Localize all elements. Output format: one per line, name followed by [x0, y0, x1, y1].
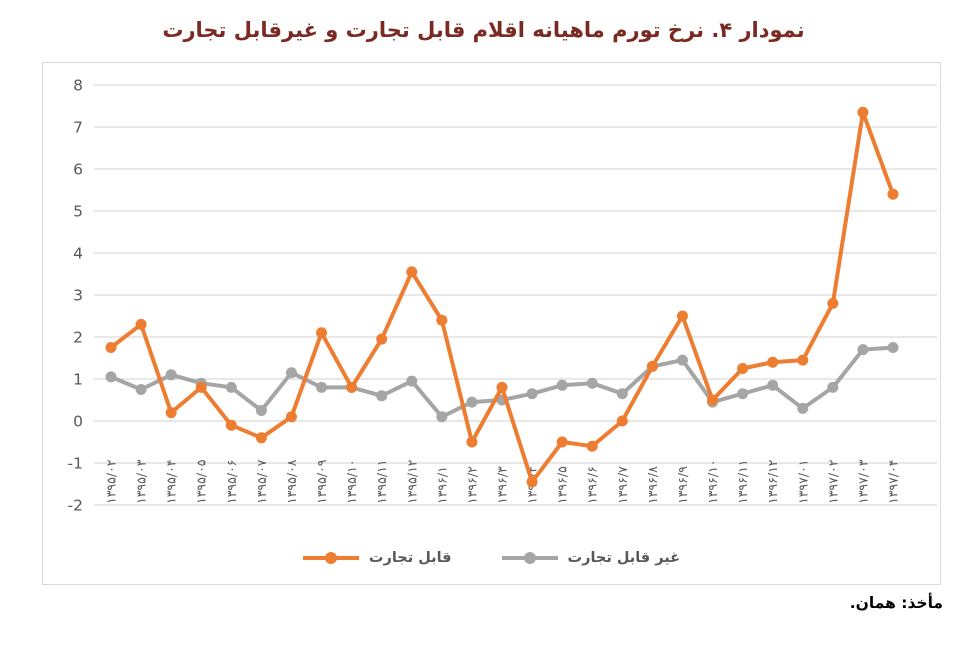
x-tick-label: ۱۳۹۵/۰۷ [254, 459, 269, 504]
x-tick-label: ۱۳۹۵/۰۳ [134, 459, 149, 504]
x-tick-label: ۱۳۹۵/۱۰ [344, 460, 359, 505]
y-tick-label: -1 [68, 455, 83, 473]
legend-marker-nontradable [501, 552, 558, 565]
x-tick-label: ۱۳۹۶/۷ [615, 466, 630, 504]
x-tick-label: ۱۳۹۵/۰۵ [194, 459, 209, 504]
series-point-tradable [135, 318, 147, 330]
y-tick-label: 6 [73, 161, 83, 179]
series-point-nontradable [737, 388, 749, 400]
x-tick-label: ۱۳۹۶/۳ [495, 466, 510, 504]
x-tick-label: ۱۳۹۵/۰۸ [284, 459, 299, 504]
legend-label-tradable: قابل تجارت [368, 550, 452, 566]
y-tick-label: 8 [73, 77, 83, 95]
chart-container: 8 7 6 5 4 3 2 1 0 -1 -2 ۱۳۹۵/۰۲ ۱۳۹۵/۰۳ ۱۳۹۵/۰۴ ۱۳۹۵/۰… [42, 62, 941, 585]
y-tick-label: 1 [73, 371, 83, 389]
legend-dot-nontradable [523, 552, 536, 564]
series-point-nontradable [616, 388, 628, 400]
x-tick-label: ۱۳۹۶/۵ [555, 466, 570, 504]
x-tick-label: ۱۳۹۷/۰۴ [886, 460, 901, 505]
series-point-tradable [466, 436, 478, 448]
y-tick-label: 7 [73, 119, 83, 137]
series-point-nontradable [586, 377, 598, 389]
y-tick-label: 5 [73, 203, 83, 221]
series-point-nontradable [827, 381, 839, 393]
x-tick-label: ۱۳۹۵/۰۴ [164, 460, 179, 505]
x-tick-label: ۱۳۹۵/۱۲ [404, 459, 419, 504]
series-point-nontradable [676, 354, 688, 366]
x-tick-label: ۱۳۹۶/۱۲ [765, 459, 780, 504]
series-point-nontradable [105, 371, 117, 383]
series-point-tradable [316, 327, 328, 339]
series-point-tradable [737, 363, 749, 374]
series-point-nontradable [285, 367, 297, 379]
legend-label-nontradable: غیر قابل تجارت [567, 550, 681, 566]
x-tick-label: ۱۳۹۶/۲ [464, 466, 479, 504]
series-point-tradable [285, 411, 297, 423]
series-point-nontradable [797, 402, 809, 414]
series-point-nontradable [466, 396, 478, 408]
x-tick-label: ۱۳۹۶/۱۱ [735, 460, 750, 505]
series-point-tradable [436, 314, 448, 326]
series-point-nontradable [887, 342, 899, 353]
series-point-tradable [857, 106, 869, 118]
source-note: مأخذ: همان. [849, 594, 943, 612]
x-tick-label: ۱۳۹۷/۰۱ [795, 460, 810, 505]
series-point-tradable [616, 415, 628, 427]
chart-title: نمودار ۴. نرخ تورم ماهیانه اقلام قابل تج… [162, 18, 805, 42]
y-tick-label: 0 [73, 413, 83, 431]
y-tick-label: 3 [73, 287, 83, 305]
series-point-nontradable [376, 390, 388, 402]
series-point-tradable [887, 188, 899, 200]
series-point-nontradable [436, 411, 448, 423]
legend-spacer [462, 558, 492, 559]
x-tick-label: ۱۳۹۶/۱۰ [705, 460, 720, 505]
series-point-tradable [797, 354, 809, 366]
x-tick-label: ۱۳۹۶/۱ [434, 466, 449, 504]
series-point-nontradable [165, 369, 177, 381]
x-tick-label: ۱۳۹۷/۰۲ [825, 459, 840, 504]
series-point-nontradable [556, 379, 568, 391]
series-point-tradable [376, 333, 388, 345]
series-point-nontradable [316, 381, 328, 393]
x-tick-label: ۱۳۹۵/۰۶ [224, 460, 239, 505]
series-point-tradable [767, 356, 779, 368]
x-tick-label: ۱۳۹۶/۸ [645, 466, 660, 504]
series-point-tradable [105, 342, 117, 353]
series-point-nontradable [255, 405, 267, 416]
x-tick-label: ۱۳۹۵/۰۹ [314, 459, 329, 504]
series-point-tradable [676, 310, 688, 322]
series-point-nontradable [135, 384, 147, 395]
line-chart: 8 7 6 5 4 3 2 1 0 -1 -2 ۱۳۹۵/۰۲ ۱۳۹۵/۰۳ ۱۳۹۵/۰۴ ۱۳۹۵/۰… [68, 77, 937, 515]
series-point-tradable [496, 381, 508, 393]
y-tick-label: 4 [73, 245, 83, 263]
series-point-tradable [406, 266, 418, 278]
x-tick-label: ۱۳۹۶/۶ [585, 466, 600, 504]
series-point-tradable [707, 394, 719, 406]
series-point-nontradable [767, 379, 779, 391]
y-tick-label: 2 [73, 329, 83, 347]
series-point-tradable [225, 419, 237, 431]
series-point-tradable [165, 407, 177, 419]
series-point-tradable [556, 436, 568, 448]
series-point-nontradable [225, 381, 237, 393]
series-point-tradable [586, 440, 598, 452]
series-point-tradable [526, 476, 538, 488]
y-tick-label: -2 [68, 497, 83, 515]
series-point-tradable [195, 381, 207, 393]
chart-legend: قابل تجارت غیر قابل تجارت [43, 546, 940, 570]
series-point-nontradable [857, 344, 869, 356]
x-tick-label: ۱۳۹۶/۹ [675, 466, 690, 504]
legend-marker-tradable [302, 552, 359, 565]
series-point-tradable [346, 381, 358, 393]
series-point-nontradable [526, 388, 538, 400]
x-tick-label: ۱۳۹۵/۰۲ [104, 459, 119, 504]
x-tick-label: ۱۳۹۵/۱۱ [374, 460, 389, 505]
legend-dot-tradable [324, 552, 337, 564]
x-tick-label: ۱۳۹۷/۰۳ [855, 459, 870, 504]
series-point-tradable [827, 297, 839, 309]
series-point-tradable [646, 360, 658, 372]
series-point-nontradable [406, 375, 418, 387]
series-point-tradable [255, 432, 267, 444]
